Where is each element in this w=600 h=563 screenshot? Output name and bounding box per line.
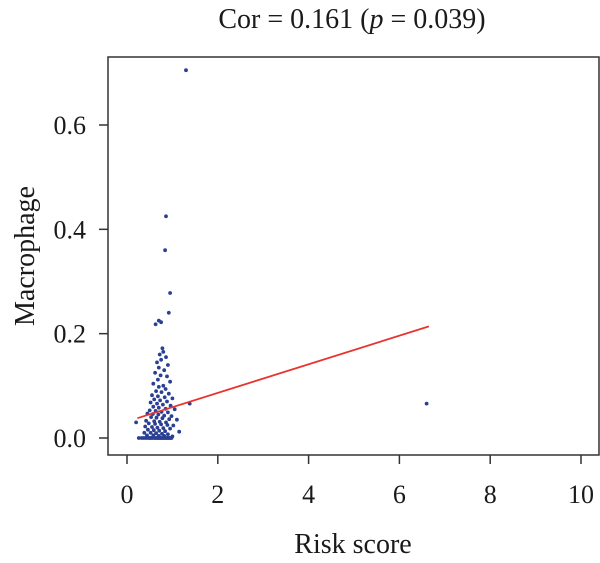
data-point [158, 373, 163, 378]
data-point [166, 363, 170, 367]
data-points [134, 68, 429, 440]
data-point [151, 381, 156, 386]
data-point [164, 355, 168, 359]
data-point [149, 436, 154, 440]
data-point [172, 407, 177, 412]
x-tick-label: 10 [568, 480, 594, 509]
data-point [156, 412, 161, 417]
data-point [142, 430, 147, 435]
y-tick-label: 0.0 [54, 424, 87, 453]
data-point [161, 383, 166, 388]
data-point [164, 214, 168, 219]
data-point [158, 398, 163, 403]
data-point [159, 422, 164, 427]
data-point [159, 320, 164, 325]
x-tick-label: 0 [121, 480, 134, 509]
data-point [166, 432, 170, 437]
data-point [143, 424, 148, 429]
data-point [171, 423, 176, 428]
data-point [168, 291, 173, 295]
data-point [134, 420, 139, 425]
data-point [153, 322, 158, 327]
data-point [161, 426, 166, 430]
data-point [150, 425, 154, 429]
data-point [159, 357, 164, 362]
data-point [167, 436, 172, 440]
data-point [151, 404, 156, 409]
data-point [166, 410, 170, 415]
data-point [166, 310, 171, 315]
title-prefix: Cor = 0.161 ( [218, 4, 369, 35]
data-point [160, 346, 165, 351]
x-axis-label: Risk score [294, 529, 411, 560]
data-point [170, 396, 175, 401]
data-point [163, 248, 168, 253]
x-tick-label: 6 [393, 480, 406, 509]
data-point [144, 418, 149, 423]
data-point [184, 68, 188, 73]
data-point [159, 390, 164, 394]
y-axis: 0.0 0.2 0.4 0.6 [54, 111, 108, 453]
data-point [168, 379, 173, 384]
data-point [156, 405, 161, 410]
data-point [157, 428, 162, 433]
data-point [136, 436, 141, 440]
data-point [163, 387, 168, 391]
data-point [157, 352, 162, 357]
y-tick-label: 0.4 [54, 215, 87, 244]
data-point [175, 417, 179, 422]
data-point [149, 415, 154, 419]
data-point [162, 368, 167, 373]
title-p-variable: p [368, 4, 384, 35]
data-point [161, 402, 165, 407]
data-point [150, 393, 154, 398]
data-point [169, 414, 174, 418]
data-point [168, 426, 173, 431]
data-point [155, 360, 159, 365]
data-point [155, 401, 159, 406]
x-axis: 0 2 4 6 8 10 [121, 455, 594, 509]
x-tick-label: 8 [484, 480, 497, 509]
data-point [156, 377, 160, 382]
data-point [152, 397, 157, 402]
data-point [156, 394, 160, 399]
data-point [148, 400, 153, 405]
data-point [156, 436, 161, 440]
y-axis-label: Macrophage [10, 186, 41, 326]
data-point [162, 436, 167, 440]
data-point [162, 395, 167, 400]
data-point [154, 415, 159, 420]
data-point [161, 350, 166, 354]
data-point [160, 416, 165, 421]
data-point [165, 399, 169, 404]
data-point [177, 429, 182, 434]
data-point [424, 401, 429, 406]
trend-line [137, 325, 430, 420]
data-point [167, 417, 172, 422]
data-point [146, 421, 151, 426]
title-suffix: = 0.039) [384, 4, 486, 35]
data-point [146, 427, 150, 432]
chart-title: Cor = 0.161 (p = 0.039) [218, 4, 485, 35]
data-point [155, 425, 160, 430]
data-point [153, 370, 158, 375]
plot-frame [107, 56, 600, 456]
data-point [154, 389, 159, 393]
data-point [148, 430, 153, 435]
data-point [163, 429, 168, 434]
data-point [166, 391, 171, 396]
y-tick-label: 0.2 [54, 320, 87, 349]
x-tick-label: 4 [302, 480, 315, 509]
data-point [153, 422, 158, 426]
y-tick-label: 0.6 [54, 111, 87, 140]
data-point [156, 365, 161, 370]
data-point [154, 431, 159, 436]
data-point [147, 408, 152, 413]
data-point [165, 423, 170, 427]
x-tick-label: 2 [211, 480, 224, 509]
data-point [165, 374, 169, 379]
data-point [151, 428, 156, 433]
data-point [156, 385, 161, 389]
